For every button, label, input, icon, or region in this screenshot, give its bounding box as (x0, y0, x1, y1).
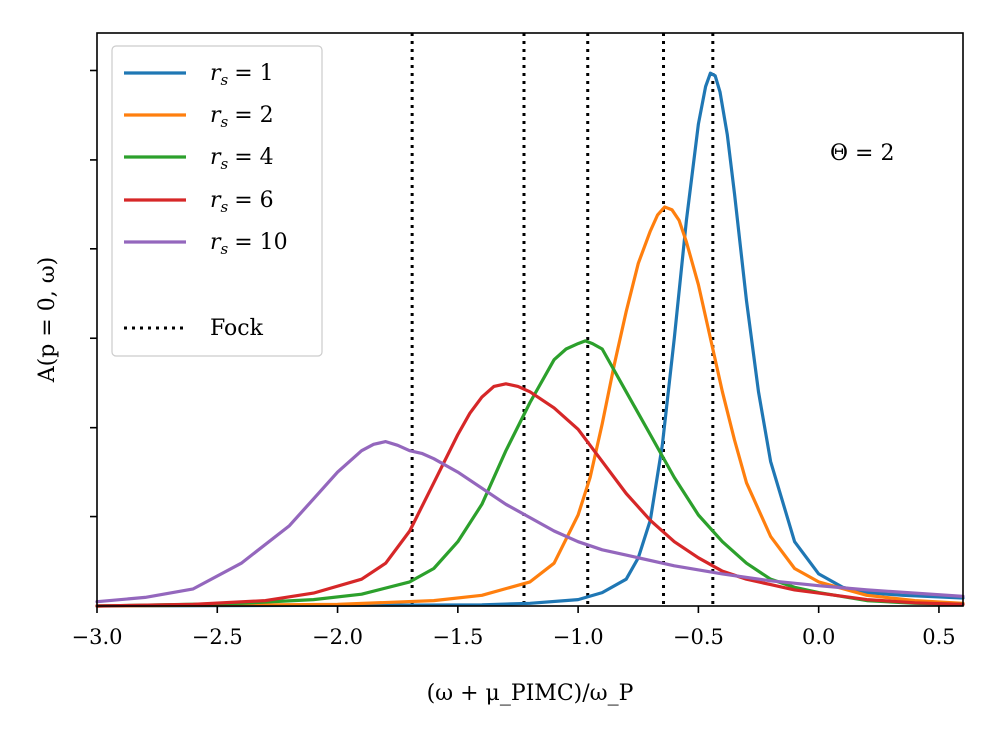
legend-label-3: rs = 4 (210, 145, 274, 173)
x-tick-label: −0.5 (673, 625, 724, 649)
legend-label-4: rs = 6 (210, 188, 274, 216)
x-label-text: (ω + μ_PIMC)/ω_P (427, 681, 634, 706)
theta-annotation: Θ = 2 (830, 141, 894, 166)
x-axis-label: (ω + μ_PIMC)/ω_P (427, 681, 634, 706)
series-line-4 (95, 382, 965, 608)
series-line-2 (95, 205, 965, 608)
x-axis-ticks: −3.0 −2.5 −2.0 −1.5 −1.0 −0.5 0.0 0.5 (72, 606, 956, 649)
x-tick-label: −1.5 (432, 625, 483, 649)
series-line-5 (95, 440, 965, 604)
legend-label-fock: Fock (210, 316, 264, 341)
y-axis-ticks (90, 69, 97, 518)
x-tick-label: 0.5 (922, 625, 955, 649)
x-tick-label: 0.0 (802, 625, 835, 649)
y-label-text: A(p = 0, ω) (35, 257, 60, 383)
legend-entries: rs = 1 rs = 2 rs = 4 rs = 6 rs = 10 Fock (124, 61, 288, 341)
legend: rs = 1 rs = 2 rs = 4 rs = 6 rs = 10 Fock (111, 45, 323, 357)
legend-label-2: rs = 2 (210, 103, 274, 131)
series-line-1 (95, 71, 965, 608)
legend-label-5: rs = 10 (210, 230, 288, 258)
x-tick-label: −2.0 (312, 625, 363, 649)
x-tick-label: −3.0 (72, 625, 123, 649)
plot-frame (96, 32, 964, 607)
legend-box (111, 45, 323, 357)
legend-label-1: rs = 1 (210, 61, 274, 89)
x-tick-label: −1.0 (553, 625, 604, 649)
x-tick-label: −2.5 (192, 625, 243, 649)
series-lines (95, 71, 965, 608)
y-axis-label: A(p = 0, ω) (35, 257, 60, 383)
